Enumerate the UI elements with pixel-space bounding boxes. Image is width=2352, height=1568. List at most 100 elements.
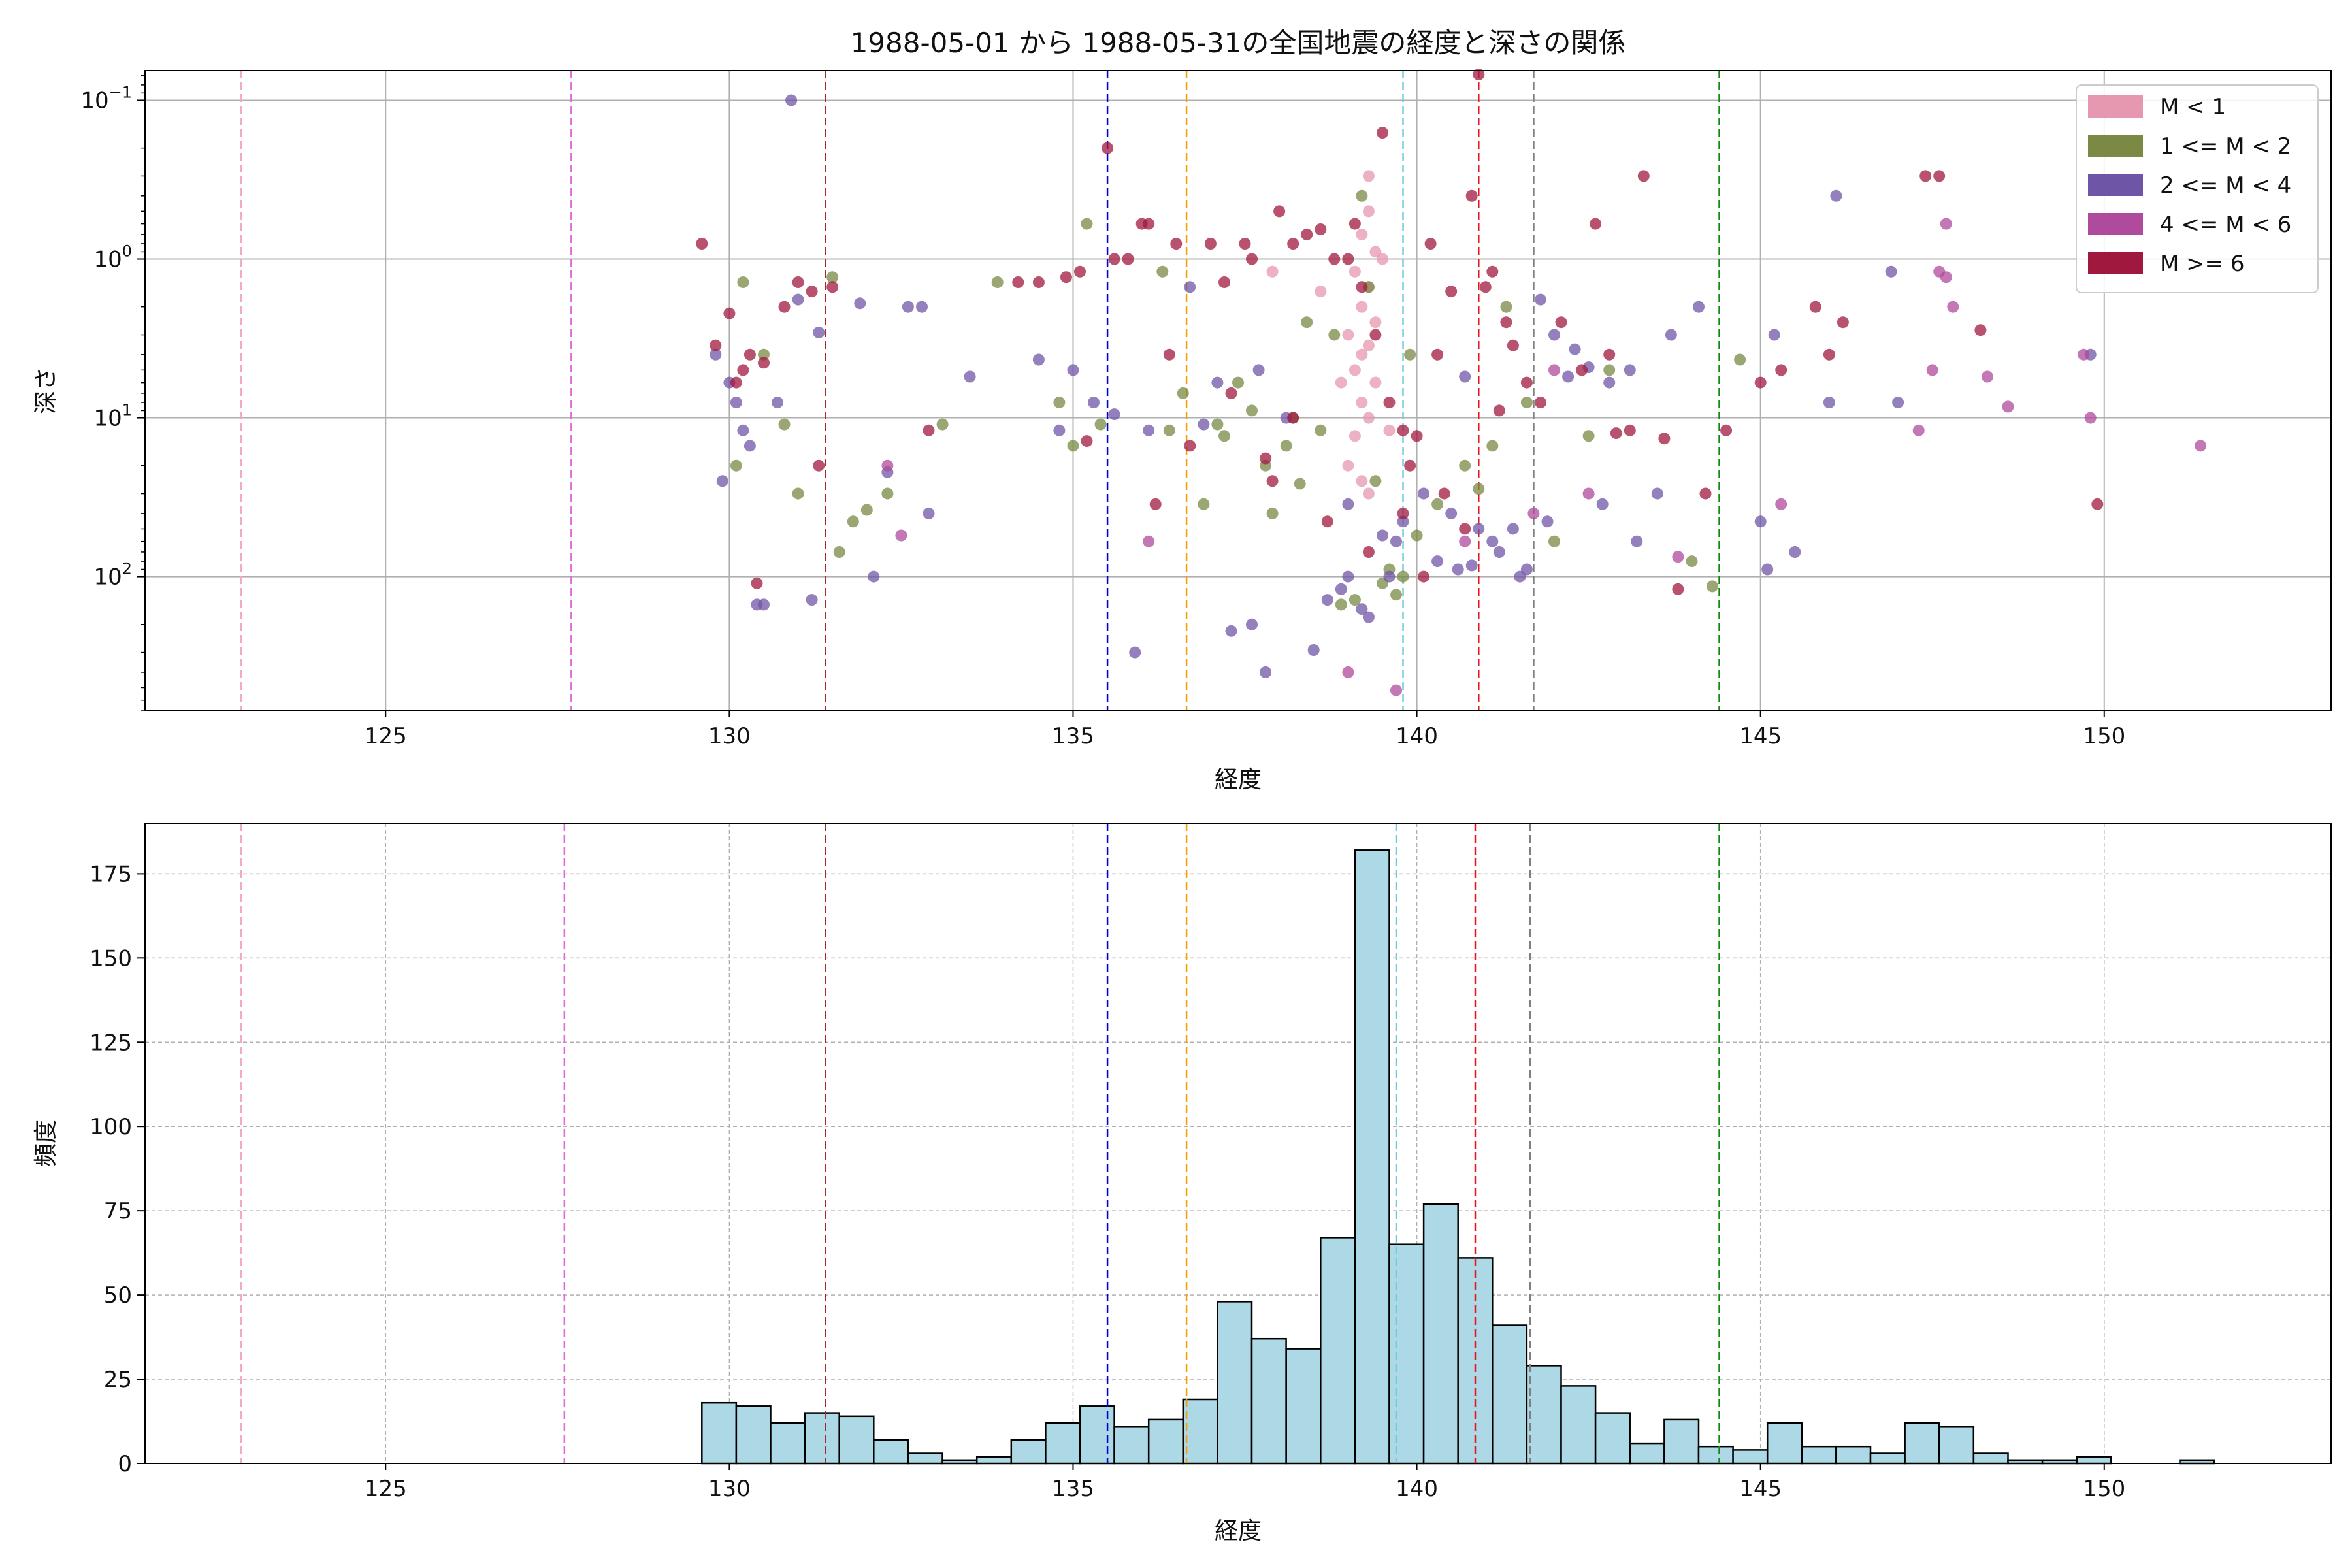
scatter-point	[1411, 430, 1423, 442]
scatter-point	[1053, 424, 1066, 436]
scatter-point	[1369, 316, 1382, 329]
scatter-point	[1397, 507, 1409, 519]
scatter-point	[1493, 546, 1505, 558]
scatter-point	[1665, 329, 1677, 341]
histogram-bar	[1320, 1237, 1356, 1465]
scatter-point	[1143, 424, 1155, 436]
scatter-grid	[145, 71, 2331, 711]
scatter-point	[758, 348, 770, 361]
scatter-point	[1143, 218, 1155, 230]
scatter-point	[1362, 546, 1375, 558]
scatter-x-tick-label: 145	[1739, 723, 1782, 749]
scatter-point	[758, 598, 770, 611]
scatter-point	[1390, 535, 1402, 547]
histogram-bar	[873, 1439, 909, 1465]
scatter-point	[1693, 301, 1705, 313]
scatter-point	[1465, 559, 1478, 572]
histogram-x-tick-label: 150	[2083, 1476, 2125, 1502]
scatter-point	[730, 459, 742, 472]
histogram-y-tick-label: 0	[118, 1451, 132, 1477]
legend-label: M < 1	[2160, 94, 2226, 120]
scatter-point	[1342, 498, 1354, 510]
scatter-point	[1535, 397, 1546, 408]
scatter-point	[1761, 563, 1774, 576]
scatter-point	[1266, 265, 1279, 278]
scatter-point	[1603, 376, 1616, 389]
scatter-point	[751, 577, 763, 589]
scatter-point	[1067, 440, 1079, 452]
scatter-point	[1260, 452, 1272, 465]
scatter-point	[1775, 364, 1788, 376]
legend-swatch	[2088, 95, 2143, 118]
scatter-point	[1734, 353, 1746, 366]
scatter-point	[737, 276, 749, 288]
histogram-bar	[1801, 1445, 1837, 1465]
scatter-point	[1369, 376, 1382, 389]
scatter-y-tick-label: 100	[93, 242, 132, 273]
scatter-point	[1424, 238, 1437, 250]
scatter-point	[1507, 339, 1519, 351]
scatter-point	[1582, 487, 1595, 500]
scatter-point	[1348, 364, 1361, 376]
scatter-point	[1356, 397, 1368, 408]
scatter-point	[1184, 440, 1196, 452]
scatter-point	[1088, 397, 1100, 408]
scatter-point	[1369, 329, 1382, 341]
scatter-point	[1362, 339, 1375, 351]
scatter-point	[1507, 523, 1519, 535]
histogram-bar	[1766, 1422, 1803, 1465]
scatter-y-axis-label: 深さ	[33, 367, 59, 414]
histogram-bar	[1492, 1324, 1528, 1465]
scatter-point	[1555, 316, 1567, 329]
scatter-point	[1074, 265, 1086, 278]
scatter-point	[1377, 127, 1388, 139]
scatter-point	[1315, 223, 1327, 235]
scatter-point	[1335, 598, 1347, 611]
histogram-bar	[1972, 1452, 2009, 1465]
scatter-x-tick-label: 150	[2083, 723, 2125, 749]
histogram-plot-frame	[144, 823, 2332, 1464]
scatter-point	[1348, 430, 1361, 442]
scatter-point	[772, 397, 783, 408]
scatter-point	[1081, 218, 1093, 230]
scatter-point	[1383, 570, 1396, 583]
scatter-point	[1211, 418, 1224, 431]
histogram-bar	[838, 1415, 875, 1465]
histogram-y-tick-label: 175	[90, 861, 132, 887]
scatter-point	[806, 286, 818, 298]
scatter-point	[737, 364, 749, 376]
scatter-point	[1596, 498, 1609, 510]
scatter-point	[1362, 412, 1375, 424]
scatter-point	[1198, 418, 1210, 431]
scatter-y-ticks: 10−1 100 101 102	[80, 75, 145, 711]
scatter-point	[1149, 498, 1162, 510]
scatter-point	[1177, 387, 1189, 399]
histogram-x-tick-label: 140	[1396, 1476, 1438, 1502]
histogram-bar	[1732, 1449, 1769, 1465]
scatter-point	[1789, 546, 1801, 558]
histogram-panel: 125 130 135 140 145 150 0 25 50 75 100 125 150 175 経…	[33, 823, 2332, 1544]
scatter-point	[923, 507, 935, 519]
scatter-point	[1356, 281, 1368, 293]
scatter-point	[902, 301, 914, 313]
scatter-point	[923, 424, 935, 436]
scatter-point	[1707, 580, 1718, 593]
scatter-point	[1431, 348, 1444, 361]
legend-swatch	[2088, 174, 2143, 196]
scatter-point	[1122, 253, 1134, 265]
scatter-point	[1500, 301, 1512, 313]
scatter-point	[1658, 433, 1671, 445]
scatter-point	[1569, 343, 1581, 355]
scatter-point	[785, 94, 798, 106]
scatter-point	[1892, 397, 1904, 408]
scatter-point	[854, 297, 866, 310]
scatter-point	[1520, 397, 1533, 408]
scatter-point	[1823, 397, 1835, 408]
scatter-legend: M < 1 1 <= M < 2 2 <= M < 4 4 <= M < 6 M >= …	[2076, 84, 2319, 293]
scatter-point	[1369, 475, 1382, 487]
histogram-bar	[907, 1452, 943, 1465]
histogram-bar	[1869, 1452, 1906, 1465]
legend-label: 4 <= M < 6	[2160, 212, 2291, 238]
scatter-point	[792, 293, 804, 306]
